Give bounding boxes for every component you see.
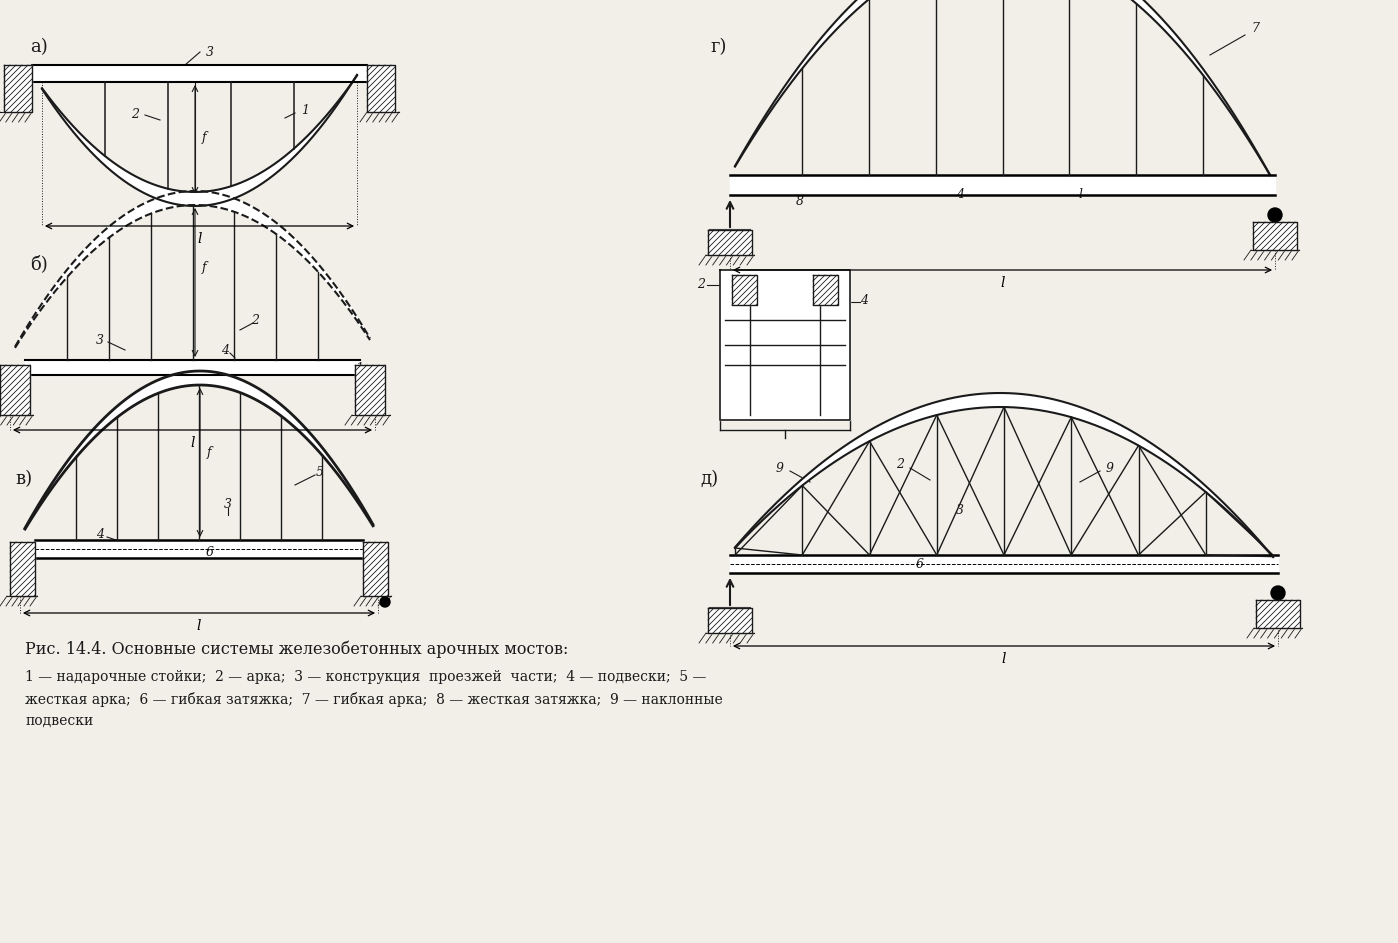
Polygon shape — [730, 555, 1278, 573]
Circle shape — [1271, 586, 1285, 600]
Text: 3: 3 — [224, 499, 232, 511]
Text: 9: 9 — [776, 461, 784, 474]
Polygon shape — [42, 74, 356, 206]
Circle shape — [1268, 208, 1282, 222]
Text: 3: 3 — [96, 334, 103, 346]
Text: l: l — [197, 619, 201, 633]
Text: 1 — надарочные стойки;  2 — арка;  3 — конструкция  проезжей  части;  4 — подвес: 1 — надарочные стойки; 2 — арка; 3 — кон… — [25, 670, 706, 684]
Polygon shape — [720, 270, 850, 420]
Polygon shape — [1255, 600, 1300, 628]
Polygon shape — [814, 275, 837, 305]
Text: 2: 2 — [896, 458, 905, 472]
Text: 5: 5 — [316, 466, 324, 478]
Text: f: f — [201, 130, 207, 143]
Text: l: l — [190, 436, 194, 450]
Text: 9: 9 — [1106, 461, 1114, 474]
Text: l: l — [1000, 276, 1005, 290]
Text: f: f — [207, 446, 211, 459]
Text: l: l — [1002, 652, 1007, 666]
Text: жесткая арка;  6 — гибкая затяжка;  7 — гибкая арка;  8 — жесткая затяжка;  9 — : жесткая арка; 6 — гибкая затяжка; 7 — ги… — [25, 692, 723, 707]
Polygon shape — [15, 191, 370, 348]
Text: 2: 2 — [252, 313, 259, 326]
Text: Рис. 14.4. Основные системы железобетонных арочных мостов:: Рис. 14.4. Основные системы железобетонн… — [25, 640, 569, 657]
Polygon shape — [10, 542, 35, 596]
Text: 4: 4 — [860, 293, 868, 306]
Text: 8: 8 — [795, 195, 804, 208]
Polygon shape — [368, 65, 396, 112]
Text: 4: 4 — [221, 343, 229, 356]
Text: l: l — [1078, 188, 1082, 201]
Text: 4: 4 — [956, 188, 965, 201]
Text: 6: 6 — [916, 558, 924, 571]
Polygon shape — [735, 0, 1269, 175]
Text: 2: 2 — [131, 108, 138, 122]
Polygon shape — [730, 175, 1275, 195]
Text: 1: 1 — [301, 104, 309, 117]
Polygon shape — [4, 65, 32, 112]
Text: l: l — [197, 232, 201, 246]
Text: 2: 2 — [698, 278, 705, 291]
Circle shape — [380, 597, 390, 607]
Text: 1: 1 — [355, 361, 363, 374]
Polygon shape — [25, 371, 373, 529]
Polygon shape — [0, 365, 29, 415]
Text: 3: 3 — [956, 504, 965, 517]
Text: д): д) — [700, 470, 719, 488]
Text: в): в) — [15, 470, 32, 488]
Text: 6: 6 — [206, 545, 214, 558]
Polygon shape — [355, 365, 384, 415]
Text: 3: 3 — [206, 45, 214, 58]
Polygon shape — [35, 540, 363, 558]
Polygon shape — [1253, 222, 1297, 250]
Polygon shape — [32, 65, 368, 82]
Polygon shape — [707, 608, 752, 633]
Text: б): б) — [29, 255, 48, 273]
Text: подвески: подвески — [25, 714, 94, 728]
Polygon shape — [733, 275, 756, 305]
Text: 7: 7 — [1251, 22, 1260, 35]
Polygon shape — [735, 393, 1274, 556]
Text: г): г) — [710, 38, 727, 56]
Polygon shape — [25, 360, 361, 375]
Polygon shape — [707, 230, 752, 255]
Text: а): а) — [29, 38, 48, 56]
Text: f: f — [201, 261, 207, 274]
Text: 4: 4 — [96, 528, 103, 541]
Polygon shape — [363, 542, 389, 596]
